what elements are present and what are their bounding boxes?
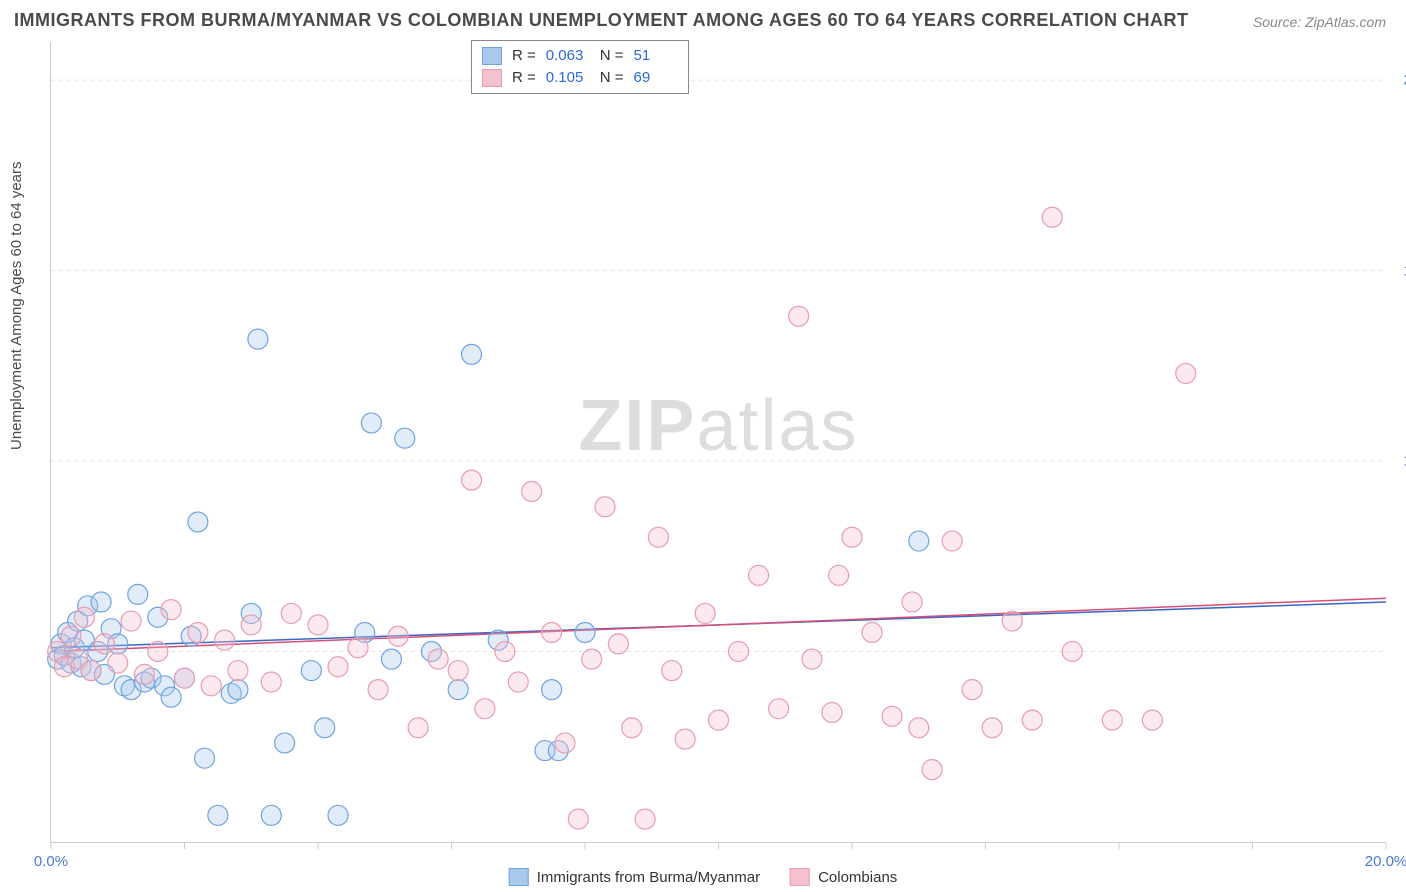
x-tick-label: 0.0% [34,853,68,870]
stats-row-burma: R = 0.063 N = 51 [482,45,678,67]
y-axis-label: Unemployment Among Ages 60 to 64 years [8,161,25,450]
bottom-legend: Immigrants from Burma/Myanmar Colombians [509,868,898,886]
legend-item-burma: Immigrants from Burma/Myanmar [509,868,760,886]
chart-svg [51,42,1386,842]
legend-label-burma: Immigrants from Burma/Myanmar [537,869,760,886]
r-value-burma: 0.063 [546,45,590,67]
chart-title: IMMIGRANTS FROM BURMA/MYANMAR VS COLOMBI… [14,10,1189,31]
r-label: R = [512,67,536,89]
source-label: Source: ZipAtlas.com [1253,14,1386,30]
n-label: N = [600,67,624,89]
n-label: N = [600,45,624,67]
swatch-colombians-icon [790,868,810,886]
plot-area: ZIPatlas R = 0.063 N = 51 R = 0.105 N = … [50,42,1386,843]
swatch-burma [482,47,502,65]
swatch-burma-icon [509,868,529,886]
x-tick-label: 20.0% [1365,853,1406,870]
stats-row-colombians: R = 0.105 N = 69 [482,67,678,89]
legend-item-colombians: Colombians [790,868,897,886]
n-value-colombians: 69 [634,67,678,89]
legend-label-colombians: Colombians [818,869,897,886]
stats-legend: R = 0.063 N = 51 R = 0.105 N = 69 [471,40,689,94]
r-value-colombians: 0.105 [546,67,590,89]
r-label: R = [512,45,536,67]
swatch-colombians [482,69,502,87]
n-value-burma: 51 [634,45,678,67]
